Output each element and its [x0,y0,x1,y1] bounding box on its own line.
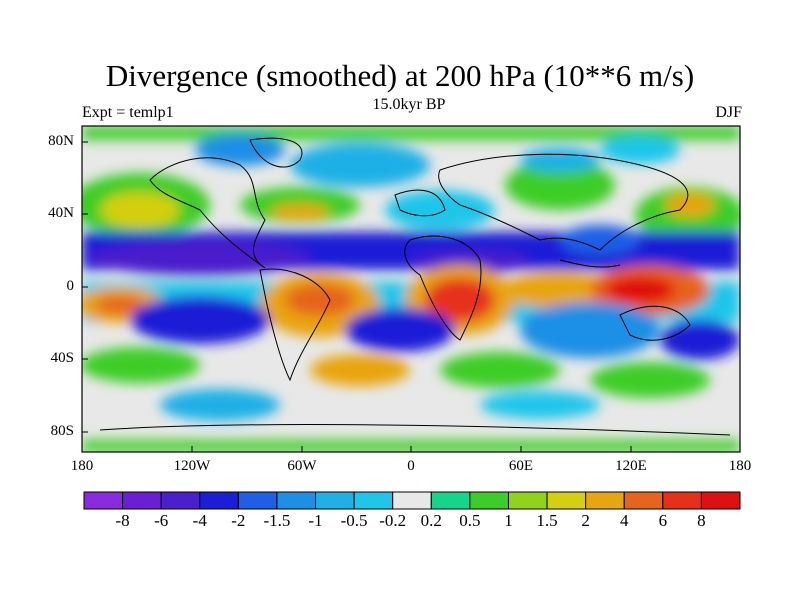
colorbar-label: 2 [581,511,590,530]
colorbar-swatch [353,491,394,510]
colorbar-swatch [392,491,432,510]
colorbar-swatch [623,491,664,510]
colorbar-label: 1.5 [536,511,558,530]
x-tick-label: 60W [287,458,317,474]
chart-title: Divergence (smoothed) at 200 hPa (10**6 … [105,58,695,93]
y-tick-label: 40N [48,205,74,221]
y-tick-label: 40S [50,350,74,366]
colorbar-swatch [430,491,471,510]
x-tick-label: 60E [508,458,534,474]
colorbar-swatch [700,491,741,510]
colorbar-label: -8 [115,511,130,530]
colorbar-swatch [662,491,702,510]
colorbar-swatch [83,491,124,510]
colorbar-label: -1 [308,511,323,530]
colorbar-swatch [315,491,355,510]
colorbar-swatch [122,491,162,510]
colorbar-label: 4 [619,511,629,530]
colorbar [83,491,741,510]
x-tick-label: 120W [173,458,211,474]
season-label: DJF [715,104,742,121]
colorbar-swatch [507,491,548,510]
colorbar-swatch [199,491,239,510]
y-tick-label: 80S [50,423,74,439]
colorbar-swatch [276,491,317,510]
colorbar-label: -2 [231,511,246,530]
y-tick-label: 0 [66,278,75,294]
x-tick-label: 120E [615,458,647,474]
colorbar-label: 0.2 [420,511,442,530]
colorbar-label: -0.5 [340,511,368,530]
experiment-label: Expt = temlp1 [82,104,174,121]
colorbar-label: 6 [658,511,668,530]
colorbar-label: -0.2 [379,511,407,530]
colorbar-swatch [469,491,509,510]
colorbar-label: 1 [504,511,513,530]
colorbar-label: -4 [192,511,207,530]
x-tick-label: 180 [728,458,752,474]
y-tick-label: 80N [48,133,74,149]
colorbar-label: -6 [154,511,169,530]
colorbar-swatch [585,491,625,510]
colorbar-label: -1.5 [263,511,291,530]
colorbar-label: 8 [697,511,706,530]
x-tick-label: 180 [70,458,94,474]
period-label: 15.0kyr BP [372,96,446,113]
colorbar-swatch [546,491,587,510]
colorbar-swatch [237,491,278,510]
colorbar-swatch [160,491,201,510]
divergence-field [82,126,740,452]
colorbar-label: 0.5 [459,511,481,530]
x-tick-label: 0 [407,458,415,474]
